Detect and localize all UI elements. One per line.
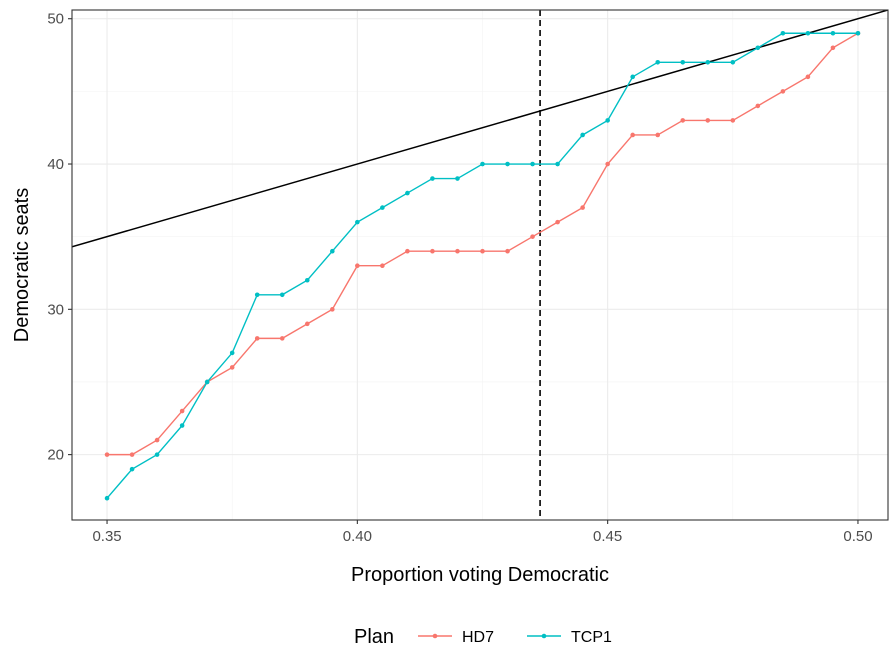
legend-label-hd7: HD7	[462, 629, 494, 646]
series-point-tcp1	[580, 132, 585, 138]
x-tick-label: 0.35	[92, 528, 121, 545]
proportional-reference-line	[72, 10, 888, 248]
y-tick-label: 50	[47, 11, 64, 28]
series-point-tcp1	[730, 60, 736, 65]
legend-key-point-hd7	[432, 633, 438, 639]
series-point-tcp1	[129, 466, 135, 472]
series-point-tcp1	[680, 60, 686, 65]
reference-clip-group	[72, 10, 888, 520]
series-point-hd7	[530, 234, 535, 239]
series-point-hd7	[680, 118, 686, 123]
series-point-tcp1	[530, 161, 535, 167]
series-point-hd7	[780, 89, 786, 94]
x-tick-label: 0.45	[593, 528, 622, 545]
series-point-tcp1	[555, 161, 560, 167]
series-point-hd7	[430, 248, 435, 254]
series-point-tcp1	[480, 161, 485, 167]
series-point-hd7	[355, 263, 360, 269]
series-point-tcp1	[755, 45, 761, 51]
series-point-tcp1	[380, 205, 385, 210]
series-point-hd7	[605, 161, 610, 167]
legend-key-point-tcp1	[541, 633, 547, 639]
series-point-hd7	[555, 219, 560, 225]
series-point-hd7	[129, 452, 135, 457]
axes: 0.35 0.40 0.45 0.50 20 30 40 50	[47, 11, 872, 545]
series-point-hd7	[705, 118, 711, 123]
series-point-hd7	[229, 365, 235, 370]
x-tick-label: 0.40	[343, 528, 372, 545]
series-point-hd7	[405, 248, 410, 254]
series-point-tcp1	[655, 60, 661, 65]
series-point-hd7	[480, 248, 485, 254]
series-point-hd7	[580, 205, 585, 210]
series-point-tcp1	[630, 74, 635, 80]
grid	[72, 10, 888, 520]
x-tick-label: 0.50	[843, 528, 872, 545]
series-point-tcp1	[605, 118, 610, 123]
series-point-tcp1	[505, 161, 510, 167]
reference-line-group	[72, 10, 888, 520]
series-point-tcp1	[830, 30, 836, 36]
series-point-tcp1	[304, 277, 310, 283]
series-point-tcp1	[455, 176, 460, 181]
series-point-hd7	[805, 74, 811, 80]
series-point-tcp1	[405, 190, 410, 196]
series-point-tcp1	[780, 30, 786, 36]
series-point-hd7	[154, 437, 160, 443]
series-point-hd7	[179, 408, 185, 414]
x-axis-title: Proportion voting Democratic	[351, 564, 609, 586]
series-point-hd7	[505, 248, 510, 254]
series-point-hd7	[630, 132, 635, 138]
series-point-tcp1	[705, 60, 711, 65]
series-point-hd7	[304, 321, 310, 327]
series-point-hd7	[254, 336, 260, 341]
series-point-hd7	[755, 103, 761, 109]
series-point-tcp1	[855, 30, 861, 36]
series-point-hd7	[104, 452, 110, 457]
series-point-tcp1	[355, 219, 360, 225]
series-point-hd7	[279, 336, 285, 341]
y-tick-label: 40	[47, 156, 64, 173]
series-point-hd7	[380, 263, 385, 269]
series-point-hd7	[730, 118, 736, 123]
series-point-hd7	[455, 248, 460, 254]
series-point-tcp1	[805, 30, 811, 36]
y-tick-label: 30	[47, 301, 64, 318]
series-point-tcp1	[179, 423, 185, 428]
series-point-tcp1	[330, 248, 335, 254]
y-tick-label: 20	[47, 447, 64, 464]
series-point-tcp1	[430, 176, 435, 181]
series-point-tcp1	[279, 292, 285, 298]
legend-label-tcp1: TCP1	[571, 629, 612, 646]
series-group	[104, 30, 861, 501]
series-point-tcp1	[154, 452, 160, 457]
y-axis-title: Democratic seats	[11, 188, 33, 343]
panel-border	[71, 9, 889, 521]
series-point-tcp1	[104, 495, 110, 501]
legend-title: Plan	[354, 626, 394, 648]
series-point-hd7	[330, 307, 335, 312]
series-point-tcp1	[204, 379, 210, 385]
series-point-hd7	[830, 45, 836, 51]
series-point-tcp1	[229, 350, 235, 356]
legend: Plan HD7 TCP1	[354, 626, 612, 648]
series-point-hd7	[655, 132, 661, 138]
series-point-tcp1	[254, 292, 260, 298]
